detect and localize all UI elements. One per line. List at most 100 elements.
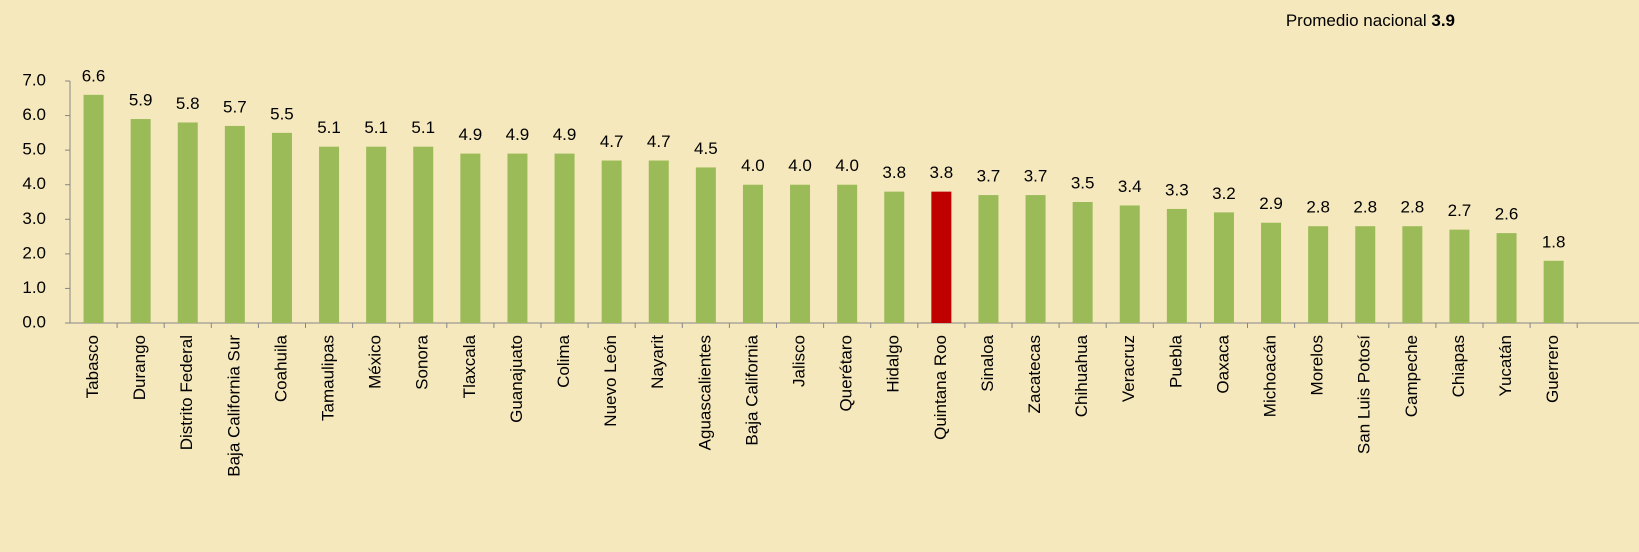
bar [1496,233,1517,323]
bar [460,153,481,323]
value-label: 2.6 [1495,205,1519,224]
bar [507,153,528,323]
value-label: 4.0 [835,156,859,175]
value-label: 5.5 [270,104,294,123]
bar [413,146,434,323]
value-label: 5.1 [411,118,435,137]
value-label: 6.6 [82,66,106,85]
bar [1261,222,1282,323]
x-tick-label: Campeche [1402,335,1421,417]
value-label: 1.8 [1542,232,1566,251]
x-tick-label: Nuevo León [601,335,620,427]
bar [978,195,999,323]
value-label: 4.0 [788,156,812,175]
x-tick-label: Oaxaca [1213,334,1232,393]
bar [1402,226,1423,323]
value-label: 5.8 [176,94,200,113]
bar [1355,226,1376,323]
x-tick-label: Baja California Sur [224,335,243,477]
annotation-text: Promedio nacional [1286,11,1427,30]
value-label: 3.7 [977,167,1001,186]
bar [1025,195,1046,323]
annotation: Promedio nacional 3.9 [1286,11,1455,30]
x-tick-label: Coahuila [271,334,290,402]
value-label: 4.7 [600,132,624,151]
x-tick-label: Tabasco [83,335,102,398]
value-label: 3.8 [882,163,906,182]
y-tick-label: 0.0 [22,312,46,331]
bar [1213,212,1234,323]
x-tick-label: Zacatecas [1025,335,1044,413]
bar [271,132,292,323]
y-tick-label: 3.0 [22,209,46,228]
value-label: 5.9 [129,91,153,110]
x-tick-label: Durango [130,335,149,400]
y-tick-label: 7.0 [22,70,46,89]
x-tick-label: Morelos [1308,335,1327,395]
bar [1119,205,1140,323]
x-tick-label: Hidalgo [884,335,903,393]
bar [742,184,763,323]
bar [837,184,858,323]
value-label: 4.9 [553,125,577,144]
bar [177,122,198,323]
bar [1449,229,1470,323]
value-label: 4.0 [741,156,765,175]
value-label: 4.9 [459,125,483,144]
x-tick-label: Querétaro [837,335,856,412]
y-tick-label: 4.0 [22,174,46,193]
bar [554,153,575,323]
x-tick-label: Jalisco [790,335,809,387]
value-label: 3.3 [1165,180,1189,199]
bar [1308,226,1329,323]
x-tick-label: Chiapas [1449,335,1468,397]
bar [83,94,104,323]
value-label: 2.8 [1306,198,1330,217]
bar [601,160,622,323]
bar [366,146,387,323]
value-label: 4.9 [506,125,530,144]
x-tick-label: Quintana Roo [931,335,950,440]
bar [1543,260,1564,323]
x-tick-label: Veracruz [1119,335,1138,402]
x-tick-label: Distrito Federal [177,335,196,450]
value-label: 5.7 [223,97,247,116]
x-tick-label: San Luis Potosí [1355,335,1374,454]
bar [790,184,811,323]
x-tick-label: México [366,335,385,389]
x-tick-label: Guerrero [1543,335,1562,403]
y-tick-label: 2.0 [22,243,46,262]
value-label: 4.5 [694,139,718,158]
x-tick-label: Colima [554,334,573,387]
bar [1166,208,1187,323]
y-tick-label: 1.0 [22,278,46,297]
x-tick-label: Nayarit [648,335,667,389]
x-tick-label: Baja California [742,334,761,445]
bar [695,167,716,323]
x-tick-label: Sinaloa [978,334,997,391]
bar [884,191,905,323]
bar [931,191,952,323]
value-label: 2.7 [1448,201,1472,220]
value-label: 4.7 [647,132,671,151]
x-tick-label: Tlaxcala [460,334,479,398]
x-tick-label: Yucatán [1496,335,1515,396]
bar [648,160,669,323]
x-tick-label: Guanajuato [507,335,526,423]
value-label: 3.4 [1118,177,1142,196]
x-tick-label: Michoacán [1261,335,1280,417]
value-label: 2.8 [1353,198,1377,217]
value-label: 2.9 [1259,194,1283,213]
x-tick-label: Tamaulipas [319,335,338,421]
bar [1072,202,1093,323]
value-label: 3.8 [930,163,954,182]
value-label: 2.8 [1401,198,1425,217]
value-label: 3.7 [1024,167,1048,186]
value-label: 3.2 [1212,184,1236,203]
y-tick-label: 6.0 [22,105,46,124]
y-tick-label: 5.0 [22,140,46,159]
x-tick-label: Puebla [1166,334,1185,387]
bar [319,146,340,323]
